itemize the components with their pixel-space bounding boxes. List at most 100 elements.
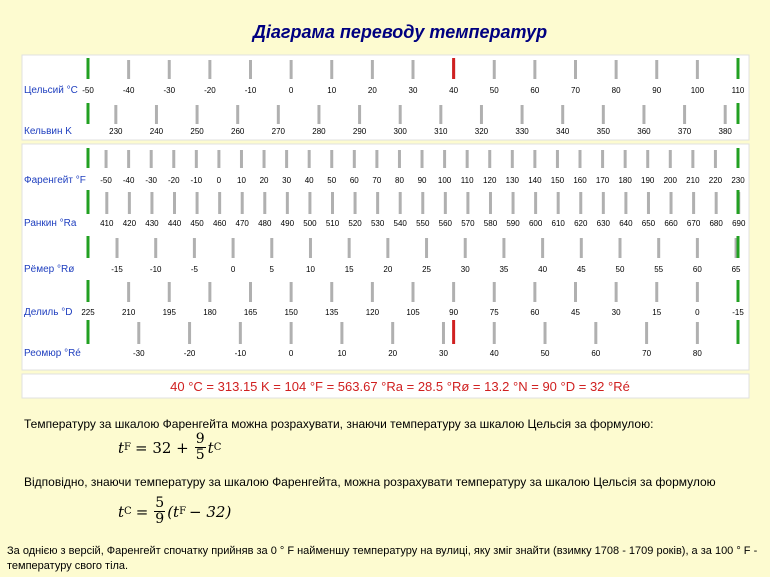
- formula2-rhs: (t: [167, 502, 180, 521]
- scale-1-tick-label: 340: [556, 127, 570, 136]
- scale-label-0: Цельсий °C: [24, 85, 78, 96]
- scale-1-tick-label: 240: [150, 127, 164, 136]
- scale-4-tick-label: 60: [693, 265, 702, 274]
- equivalence-line: 40 °C = 313.15 K = 104 °F = 563.67 °Ra =…: [170, 379, 630, 394]
- scale-0-tick-label: 80: [612, 86, 621, 95]
- equivalence-equals: =: [270, 379, 281, 394]
- scale-6-tick-label: -30: [133, 349, 145, 358]
- scale-3-tick-label: 580: [484, 219, 498, 228]
- scale-label-1: Кельвин K: [24, 126, 72, 137]
- scale-0-tick-label: 40: [449, 86, 458, 95]
- scale-3-tick-label: 530: [371, 219, 385, 228]
- page-title: Діаграма переводу температур: [252, 22, 548, 42]
- scale-6-tick-label: 70: [642, 349, 651, 358]
- formula2-tail: − 32): [189, 502, 232, 521]
- scale-1-tick-label: 350: [597, 127, 611, 136]
- scale-0-tick-label: -30: [163, 86, 175, 95]
- scale-2-tick-label: 0: [217, 176, 222, 185]
- equivalence-value: 32 °Ré: [586, 379, 630, 394]
- formula2-eq: =: [135, 502, 149, 521]
- scale-3-tick-label: 410: [100, 219, 114, 228]
- equivalence-equals: =: [575, 379, 586, 394]
- scale-2-tick-label: 210: [686, 176, 700, 185]
- scale-6-tick-label: 0: [289, 349, 294, 358]
- formula1-rhs-sub: C: [213, 442, 222, 453]
- celsius-formula-intro: Відповідно, знаючи температуру за шкалою…: [24, 475, 716, 489]
- scale-3-tick-label: 660: [664, 219, 678, 228]
- scale-2-tick-label: 160: [573, 176, 587, 185]
- scale-5-tick-label: 195: [163, 308, 177, 317]
- scale-6-tick-label: 30: [439, 349, 448, 358]
- scale-2-tick-label: -40: [123, 176, 135, 185]
- scale-3-tick-label: 490: [281, 219, 295, 228]
- equivalence-equals: =: [403, 379, 414, 394]
- scale-2-tick-label: 80: [395, 176, 404, 185]
- scale-2-tick-label: -20: [168, 176, 180, 185]
- equivalence-value: 28.5 °Rø: [414, 379, 469, 394]
- formula2-num: 5: [154, 495, 166, 512]
- scale-3-tick-label: 430: [145, 219, 159, 228]
- scale-0-tick-label: 90: [652, 86, 661, 95]
- scale-3-tick-label: 550: [416, 219, 430, 228]
- scale-0-tick-label: 60: [530, 86, 539, 95]
- scale-1-tick-label: 230: [109, 127, 123, 136]
- scale-0-tick-label: -20: [204, 86, 216, 95]
- scale-5-tick-label: 60: [530, 308, 539, 317]
- scale-3-tick-label: 420: [123, 219, 137, 228]
- scale-6-tick-label: -20: [184, 349, 196, 358]
- scale-5-tick-label: 90: [449, 308, 458, 317]
- equivalence-value: 104 °F: [281, 379, 323, 394]
- scale-6-tick-label: 60: [591, 349, 600, 358]
- scale-4-tick-label: 65: [732, 265, 741, 274]
- formula1-eq: = 32 +: [134, 438, 189, 457]
- scale-2-tick-label: 20: [260, 176, 269, 185]
- scale-3-tick-label: 590: [506, 219, 520, 228]
- scale-2-tick-label: 130: [506, 176, 520, 185]
- scale-6-tick-label: 40: [490, 349, 499, 358]
- scale-2-tick-label: 70: [372, 176, 381, 185]
- scale-1-tick-label: 280: [312, 127, 326, 136]
- scale-5-tick-label: -15: [732, 308, 744, 317]
- scale-label-2: Фаренгейт °F: [24, 175, 86, 186]
- scale-5-tick-label: 225: [81, 308, 95, 317]
- equivalence-value: 563.67 °Ra: [334, 379, 404, 394]
- scale-2-tick-label: 10: [237, 176, 246, 185]
- scale-4-tick-label: 20: [383, 265, 392, 274]
- scale-3-tick-label: 480: [258, 219, 272, 228]
- formula1-lhs: t: [118, 438, 125, 457]
- scale-4-tick-label: 10: [306, 265, 315, 274]
- scale-3-tick-label: 510: [326, 219, 340, 228]
- equivalence-value: 13.2 °N: [481, 379, 528, 394]
- equivalence-value: 313.15 K: [214, 379, 270, 394]
- scale-panel-0: [21, 54, 750, 141]
- scale-panel-1: [21, 143, 750, 371]
- scale-5-tick-label: 0: [695, 308, 700, 317]
- scale-3-tick-label: 640: [619, 219, 633, 228]
- scale-5-tick-label: 180: [203, 308, 217, 317]
- scale-2-tick-label: 180: [618, 176, 632, 185]
- scale-panel-2: [21, 373, 750, 399]
- scale-3-tick-label: 450: [190, 219, 204, 228]
- scale-3-tick-label: 600: [529, 219, 543, 228]
- scale-1-tick-label: 270: [272, 127, 286, 136]
- scale-6-tick-label: 50: [541, 349, 550, 358]
- formula1-den: 5: [195, 447, 205, 463]
- scale-4-tick-label: 30: [461, 265, 470, 274]
- scale-1-tick-label: 330: [515, 127, 529, 136]
- scale-1-tick-label: 260: [231, 127, 245, 136]
- scale-label-3: Ранкин °Ra: [24, 218, 77, 229]
- scale-2-tick-label: 30: [282, 176, 291, 185]
- scale-6-tick-label: 80: [693, 349, 702, 358]
- equivalence-value: 90 °D: [539, 379, 575, 394]
- scale-4-tick-label: 40: [538, 265, 547, 274]
- scale-4-tick-label: 0: [231, 265, 236, 274]
- scale-5-tick-label: 150: [284, 308, 298, 317]
- scale-1-tick-label: 320: [475, 127, 489, 136]
- scale-3-tick-label: 460: [213, 219, 227, 228]
- scale-0-tick-label: 70: [571, 86, 580, 95]
- scale-4-tick-label: 5: [270, 265, 275, 274]
- scale-4-tick-label: -10: [150, 265, 162, 274]
- scale-0-tick-label: 110: [732, 86, 745, 95]
